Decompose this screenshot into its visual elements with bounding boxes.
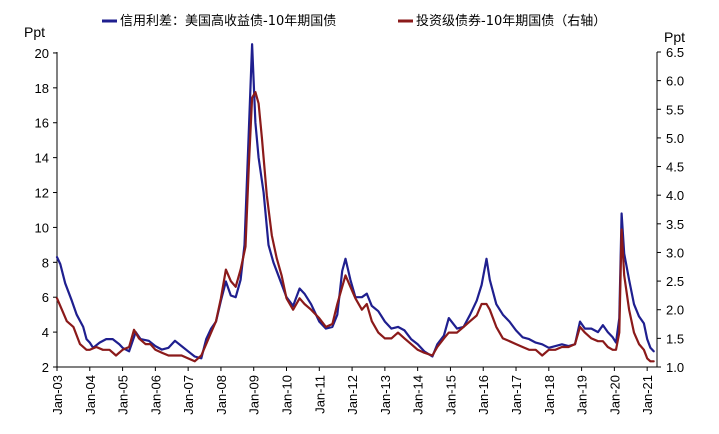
x-tick-label: Jan-18 xyxy=(542,375,557,415)
left-tick-label: 16 xyxy=(35,116,49,131)
x-axis-ticks: Jan-03 Jan-04 Jan-05 Jan-06 Jan-07 Jan-08 Jan-… xyxy=(50,367,655,415)
x-tick-label: Jan-12 xyxy=(345,375,360,415)
left-axis-ticks: 2 4 6 8 10 12 14 16 18 20 xyxy=(35,46,57,375)
x-tick-label: Jan-10 xyxy=(280,375,295,415)
right-tick-label: 2.0 xyxy=(666,303,684,318)
right-tick-label: 1.0 xyxy=(666,360,684,375)
left-tick-label: 6 xyxy=(42,290,49,305)
legend: 信用利差：美国高收益债-10年期国债 投资级债券-10年期国债（右轴） xyxy=(102,13,606,29)
x-tick-label: Jan-14 xyxy=(411,375,426,415)
right-tick-label: 5.5 xyxy=(666,102,684,117)
right-axis-ticks: 1.0 1.5 2.0 2.5 3.0 3.5 4.0 4.5 5.0 5.5 6.0 6.5 xyxy=(657,45,684,375)
right-tick-label: 6.5 xyxy=(666,45,684,60)
x-tick-label: Jan-19 xyxy=(575,375,590,415)
right-tick-label: 2.5 xyxy=(666,274,684,289)
right-tick-label: 3.5 xyxy=(666,217,684,232)
legend-label-high-yield: 信用利差：美国高收益债-10年期国债 xyxy=(120,13,336,29)
x-tick-label: Jan-05 xyxy=(116,375,131,415)
x-tick-label: Jan-07 xyxy=(181,375,196,415)
x-tick-label: Jan-04 xyxy=(83,375,98,415)
right-tick-label: 4.0 xyxy=(666,188,684,203)
right-tick-label: 3.0 xyxy=(666,245,684,260)
right-axis-unit: Ppt xyxy=(664,29,685,45)
x-tick-label: Jan-17 xyxy=(509,375,524,415)
left-tick-label: 12 xyxy=(35,186,49,201)
x-tick-label: Jan-21 xyxy=(640,375,655,415)
left-axis-unit: Ppt xyxy=(24,24,45,40)
x-tick-label: Jan-11 xyxy=(312,375,327,414)
left-tick-label: 8 xyxy=(42,255,49,270)
legend-label-investment-grade: 投资级债券-10年期国债（右轴） xyxy=(416,13,606,29)
left-tick-label: 14 xyxy=(35,151,49,166)
x-tick-label: Jan-15 xyxy=(443,375,458,415)
x-tick-label: Jan-20 xyxy=(607,375,622,415)
right-tick-label: 5.0 xyxy=(666,131,684,146)
series-layer xyxy=(55,43,655,363)
left-tick-label: 4 xyxy=(42,325,49,340)
right-tick-label: 6.0 xyxy=(666,74,684,89)
left-tick-label: 18 xyxy=(35,81,49,96)
right-tick-label: 1.5 xyxy=(666,331,684,346)
left-tick-label: 10 xyxy=(35,220,49,235)
x-tick-label: Jan-08 xyxy=(214,375,229,415)
x-tick-label: Jan-13 xyxy=(378,375,393,415)
x-tick-label: Jan-06 xyxy=(148,375,163,415)
right-tick-label: 4.5 xyxy=(666,160,684,175)
x-tick-label: Jan-09 xyxy=(247,375,262,415)
x-tick-label: Jan-03 xyxy=(50,375,65,415)
series-line-investment-grade-spread xyxy=(55,91,655,363)
x-tick-label: Jan-16 xyxy=(476,375,491,415)
left-tick-label: 2 xyxy=(42,360,49,375)
left-tick-label: 20 xyxy=(35,46,49,61)
series-line-high-yield-spread xyxy=(55,43,655,360)
